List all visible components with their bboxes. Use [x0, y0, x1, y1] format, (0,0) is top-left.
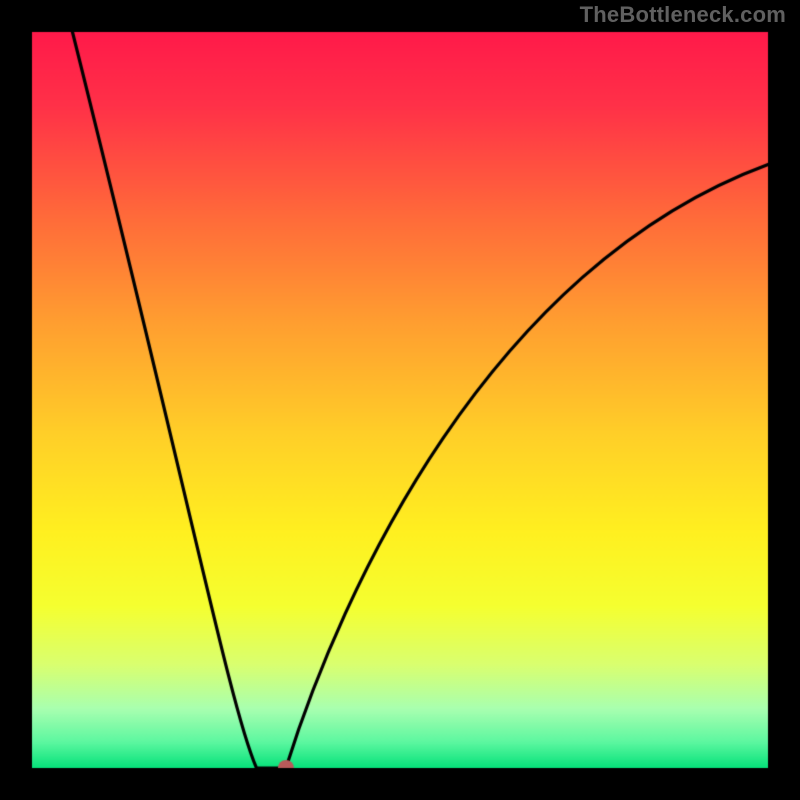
bottleneck-curve-chart: [0, 0, 800, 800]
chart-frame: TheBottleneck.com: [0, 0, 800, 800]
watermark-label: TheBottleneck.com: [580, 2, 786, 28]
